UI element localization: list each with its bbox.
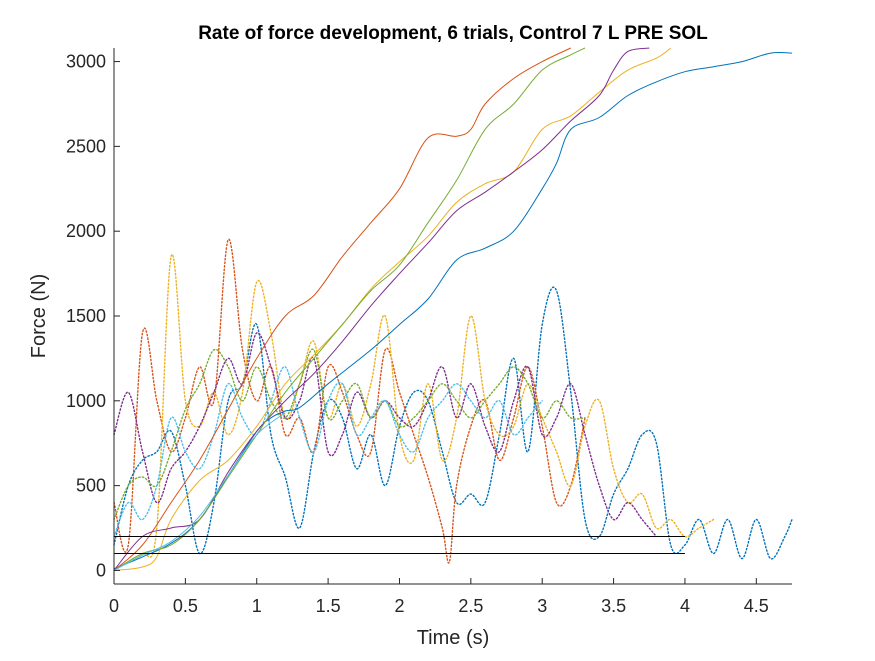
x-axis-label: Time (s) bbox=[417, 627, 490, 649]
y-tick-label-2: 1000 bbox=[66, 391, 106, 411]
x-ticks: 0 0.5 1 1.5 2 2.5 3 3.5 4 4.5 bbox=[109, 578, 769, 616]
x-tick-label-9: 4.5 bbox=[744, 596, 769, 616]
x-tick-label-6: 3 bbox=[537, 596, 547, 616]
chart-title: Rate of force development, 6 trials, Con… bbox=[198, 23, 708, 44]
rfd-traces bbox=[113, 238, 793, 572]
y-tick-label-0: 0 bbox=[96, 560, 106, 580]
x-tick-label-3: 1.5 bbox=[316, 596, 341, 616]
threshold-lines bbox=[114, 536, 685, 554]
force-trace-3 bbox=[113, 47, 671, 571]
x-tick-label-7: 3.5 bbox=[601, 596, 626, 616]
rfd-trace-2 bbox=[113, 238, 586, 564]
force-traces bbox=[113, 47, 793, 571]
rfd-trace-6 bbox=[113, 366, 543, 538]
rfd-trace-1 bbox=[113, 286, 793, 560]
x-tick-label-1: 0.5 bbox=[173, 596, 198, 616]
y-ticks: 0 500 1000 1500 2000 2500 3000 bbox=[66, 52, 120, 580]
y-tick-label-4: 2000 bbox=[66, 221, 106, 241]
force-trace-5 bbox=[113, 47, 586, 571]
x-tick-label-0: 0 bbox=[109, 596, 119, 616]
x-tick-label-4: 2 bbox=[394, 596, 404, 616]
y-axis-label: Force (N) bbox=[28, 274, 50, 358]
plot-area bbox=[114, 48, 792, 584]
y-tick-label-3: 1500 bbox=[66, 306, 106, 326]
x-tick-label-2: 1 bbox=[252, 596, 262, 616]
force-trace-6 bbox=[113, 412, 286, 571]
rfd-trace-5 bbox=[113, 348, 586, 521]
force-trace-2 bbox=[113, 47, 572, 571]
y-tick-label-6: 3000 bbox=[66, 52, 106, 72]
x-tick-label-8: 4 bbox=[680, 596, 690, 616]
y-tick-label-5: 2500 bbox=[66, 136, 106, 156]
y-tick-label-1: 500 bbox=[76, 476, 106, 496]
x-tick-label-5: 2.5 bbox=[458, 596, 483, 616]
